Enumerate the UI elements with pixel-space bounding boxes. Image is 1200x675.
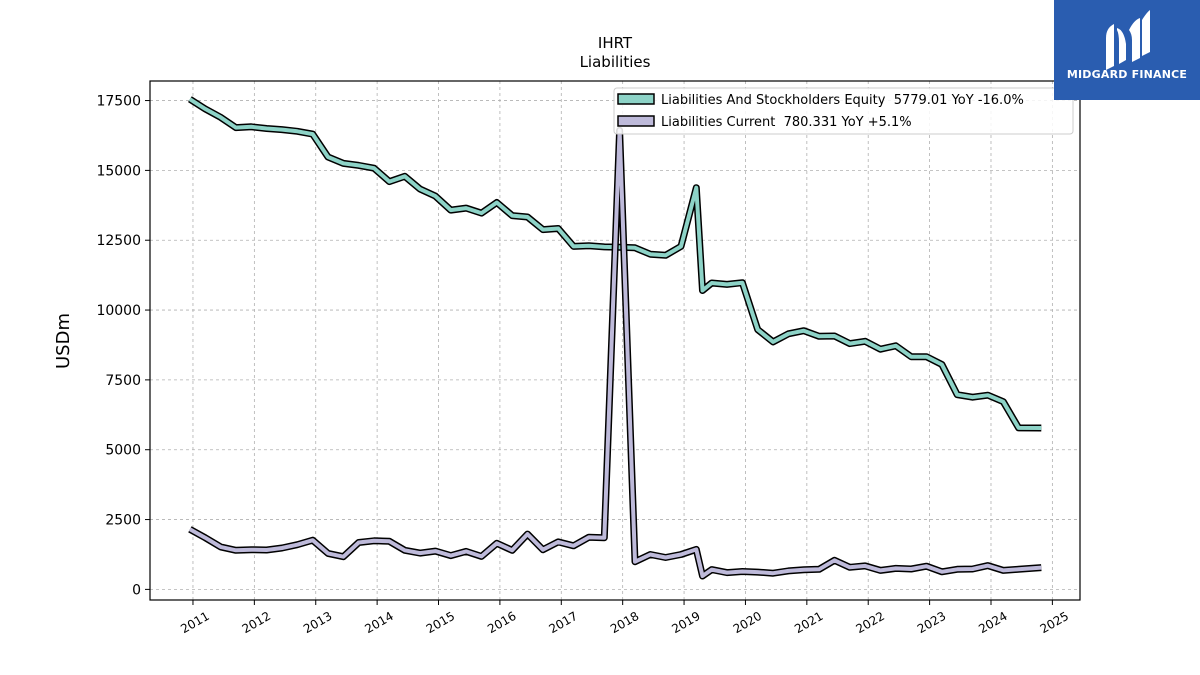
y-tick-label: 17500 [96, 94, 141, 110]
x-tick-label: 2023 [915, 609, 948, 636]
x-tick-label: 2016 [485, 609, 518, 636]
y-tick-label: 12500 [96, 233, 141, 249]
x-tick-label: 2017 [547, 609, 580, 636]
midgard-finance-logo: MIDGARD FINANCE [1054, 0, 1200, 100]
y-tick-label: 2500 [105, 513, 141, 529]
y-axis-label: USDm [53, 313, 74, 369]
chart-subtitle: Liabilities [580, 53, 651, 71]
x-tick-label: 2019 [669, 609, 702, 636]
y-axis-ticks: 0 2500 5000 7500 10000 12500 15000 17500 [96, 94, 150, 598]
legend-box [613, 87, 1074, 135]
y-tick-label: 5000 [105, 443, 141, 459]
x-tick-label: 2013 [301, 609, 334, 636]
x-tick-label: 2024 [976, 609, 1009, 636]
x-tick-label: 2018 [608, 609, 641, 636]
logo-text: MIDGARD FINANCE [1066, 68, 1188, 81]
x-tick-label: 2015 [424, 609, 457, 636]
logo-mark-icon [1106, 10, 1150, 70]
series-line [188, 97, 1042, 430]
legend-swatch-equity [617, 93, 655, 105]
y-tick-label: 15000 [96, 163, 141, 179]
legend: Liabilities And Stockholders Equity 5779… [613, 87, 1074, 135]
legend-label-current: Liabilities Current 780.331 YoY +5.1% [661, 115, 912, 130]
x-tick-label: 2022 [853, 609, 886, 636]
x-tick-label: 2025 [1038, 609, 1071, 636]
x-tick-label: 2014 [362, 609, 395, 636]
legend-label-equity: Liabilities And Stockholders Equity 5779… [661, 93, 1024, 108]
plot-frame [149, 80, 1081, 601]
x-tick-label: 2011 [178, 609, 211, 636]
x-tick-label: 2012 [240, 609, 273, 636]
chart-title: IHRT [598, 34, 633, 52]
x-tick-label: 2021 [792, 609, 825, 636]
grid-lines [150, 81, 1080, 600]
legend-swatch-current [617, 115, 655, 127]
y-tick-label: 0 [132, 582, 141, 598]
y-tick-label: 7500 [105, 373, 141, 389]
x-tick-label: 2020 [731, 609, 764, 636]
y-tick-label: 10000 [96, 303, 141, 319]
x-axis-ticks: 2011 2012 2013 2014 2015 2016 2017 2018 2019 2020… [178, 600, 1071, 636]
